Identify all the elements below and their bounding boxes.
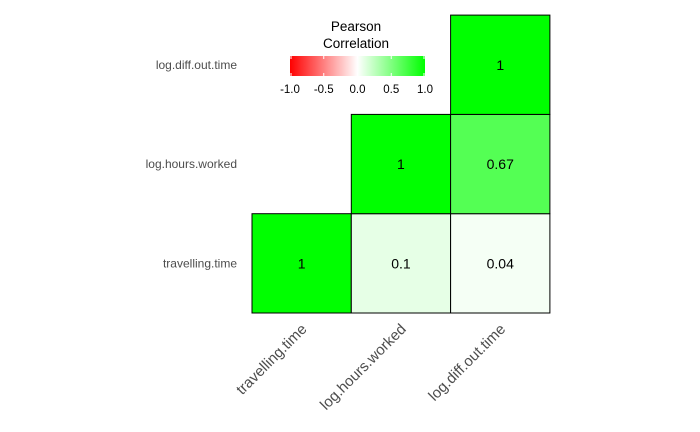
heatmap-tiles [251, 14, 551, 314]
cell-label-travelling.time-travelling.time: 1 [298, 255, 306, 271]
y-tick-label-log.hours.worked: log.hours.worked [146, 157, 237, 171]
legend-title-line-1: Pearson [331, 19, 381, 34]
x-tick-label-log.hours.worked: log.hours.worked [317, 321, 410, 414]
y-axis-tick-labels: travelling.time log.hours.worked log.diff.… [146, 58, 238, 271]
legend-color-bar [290, 56, 425, 76]
cell-label-log.hours.worked-log.diff.out.time: 0.67 [487, 156, 514, 172]
heatmap-cell-labels: 1 0.1 0.04 1 0.67 1 [298, 57, 514, 272]
legend-title-line-2: Correlation [323, 36, 389, 51]
legend-tick-label: -1.0 [280, 84, 300, 96]
cell-label-log.hours.worked-log.hours.worked: 1 [397, 156, 405, 172]
y-tick-label-travelling.time: travelling.time [163, 256, 237, 270]
x-tick-label-travelling.time: travelling.time [233, 321, 310, 398]
cell-label-log.diff.out.time-log.diff.out.time: 1 [496, 57, 504, 73]
cell-label-travelling.time-log.diff.out.time: 0.04 [487, 255, 514, 271]
heatmap-tile-travelling.time-travelling.time [251, 213, 352, 314]
heatmap-tile-log.diff.out.time-log.diff.out.time [450, 14, 551, 115]
heatmap-tile-travelling.time-log.hours.worked [350, 213, 452, 314]
y-tick-label-log.diff.out.time: log.diff.out.time [156, 58, 237, 72]
heatmap-tile-log.hours.worked-log.hours.worked [350, 113, 452, 215]
legend-tick-label: -0.5 [314, 84, 334, 96]
legend-tick-label: 1.0 [417, 84, 433, 96]
heatmap-tile-log.hours.worked-log.diff.out.time [450, 113, 551, 215]
legend-ticks: -1.0 -0.5 0.0 0.5 1.0 [280, 56, 433, 96]
x-axis-tick-labels: travelling.time log.hours.worked log.diff.… [233, 321, 509, 414]
color-legend: Pearson Correlation -1.0 -0.5 0.0 0.5 1.0 [280, 19, 433, 96]
cell-label-travelling.time-log.hours.worked: 0.1 [391, 255, 411, 271]
legend-tick-label: 0.5 [383, 84, 399, 96]
x-tick-label-log.diff.out.time: log.diff.out.time [425, 321, 509, 405]
legend-tick-label: 0.0 [350, 84, 366, 96]
